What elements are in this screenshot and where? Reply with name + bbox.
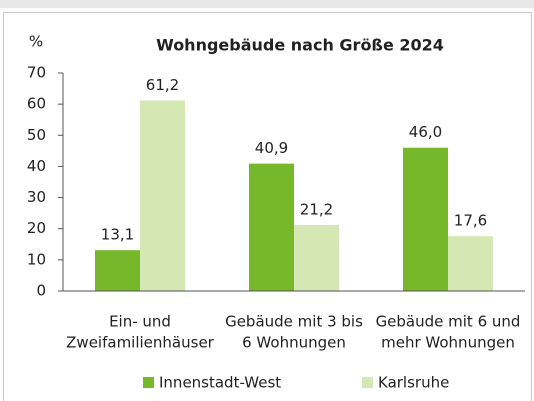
data-label: 46,0 (409, 123, 442, 141)
y-tick-label: 50 (27, 126, 46, 144)
x-tick-label: 6 Wohnungen (242, 334, 346, 352)
legend-label: Innenstadt-West (159, 374, 281, 392)
data-label: 17,6 (454, 212, 487, 230)
y-tick-label: 10 (27, 250, 46, 268)
y-axis-label: % (29, 33, 43, 51)
data-label: 40,9 (255, 139, 288, 157)
bar (95, 250, 140, 291)
data-label: 13,1 (101, 226, 134, 244)
y-tick-label: 60 (27, 95, 46, 113)
bar (140, 100, 185, 291)
data-label: 21,2 (300, 200, 333, 218)
x-tick-label: Ein- und (109, 313, 171, 331)
y-tick-label: 70 (27, 64, 46, 82)
legend-label: Karlsruhe (378, 374, 449, 392)
x-tick-label: Gebäude mit 6 und (376, 313, 521, 331)
legend-swatch (143, 377, 154, 388)
data-label: 61,2 (146, 76, 179, 94)
y-tick-label: 30 (27, 188, 46, 206)
bar (403, 147, 448, 291)
y-tick-label: 40 (27, 157, 46, 175)
bar (294, 224, 339, 291)
chart-title: Wohngebäude nach Größe 2024 (156, 36, 444, 55)
bar (448, 236, 493, 291)
y-tick-label: 20 (27, 219, 46, 237)
legend-swatch (362, 377, 373, 388)
x-tick-label: mehr Wohnungen (381, 334, 515, 352)
bar (249, 163, 294, 291)
x-tick-label: Gebäude mit 3 bis (225, 313, 363, 331)
top-strip (0, 0, 534, 8)
y-tick-label: 0 (36, 282, 46, 300)
x-tick-label: Zweifamilienhäuser (66, 334, 215, 352)
